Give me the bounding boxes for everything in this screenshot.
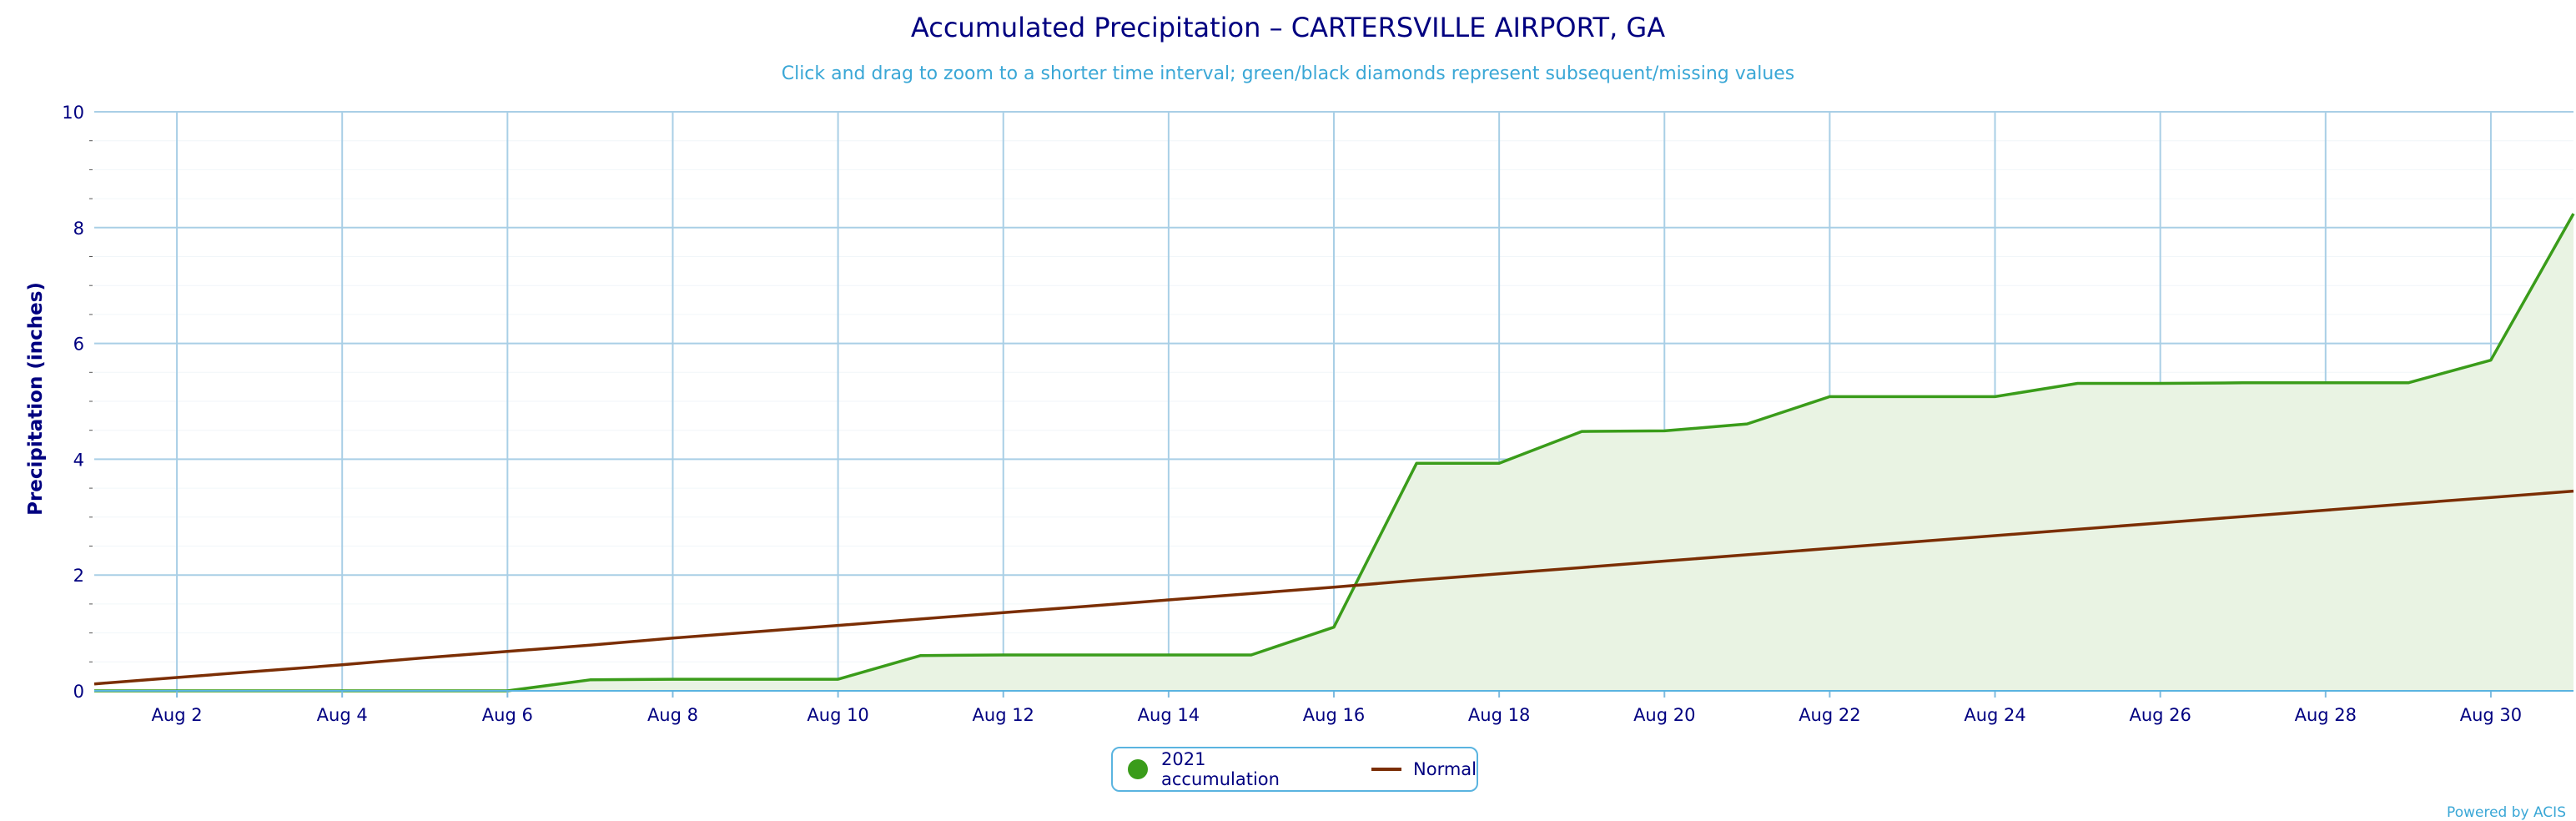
legend: 2021 accumulation Normal xyxy=(1111,747,1478,792)
x-tick-label: Aug 8 xyxy=(647,705,698,725)
y-tick-label: 8 xyxy=(73,219,84,239)
x-tick-label: Aug 16 xyxy=(1303,705,1365,725)
legend-label-accumulation: 2021 accumulation xyxy=(1160,749,1280,789)
credits-link[interactable]: Powered by ACIS xyxy=(2447,804,2566,821)
x-tick-label: Aug 26 xyxy=(2129,705,2191,725)
y-tick-label: 10 xyxy=(62,103,84,123)
axes: 0 2 4 6 8 10 Aug 2 Aug 4 Aug 6 Aug 8 Aug 10 Aug 12 A… xyxy=(62,103,2573,725)
x-tick-label: Aug 10 xyxy=(807,705,868,725)
x-tick-label: Aug 6 xyxy=(482,705,533,725)
y-tick-label: 2 xyxy=(73,566,84,586)
x-tick-label: Aug 12 xyxy=(973,705,1034,725)
x-tick-label: Aug 14 xyxy=(1138,705,1200,725)
legend-marker-accumulation xyxy=(1128,759,1148,779)
x-tick-label: Aug 22 xyxy=(1799,705,1860,725)
y-tick-label: 4 xyxy=(73,450,84,470)
chart-title: Accumulated Precipitation – CARTERSVILLE… xyxy=(910,12,1666,43)
x-tick-label: Aug 28 xyxy=(2295,705,2357,725)
y-tick-label: 0 xyxy=(73,682,84,702)
x-tick-label: Aug 20 xyxy=(1633,705,1695,725)
legend-label-normal: Normal xyxy=(1413,759,1477,779)
x-tick-label: Aug 30 xyxy=(2460,705,2522,725)
area-layer xyxy=(94,214,2573,692)
legend-marker-normal xyxy=(1371,768,1402,771)
series-area-accumulation xyxy=(94,214,2573,692)
legend-item-accumulation[interactable]: 2021 accumulation xyxy=(1128,749,1330,789)
x-tick-label: Aug 18 xyxy=(1468,705,1530,725)
x-tick-label: Aug 24 xyxy=(1964,705,2025,725)
x-tick-label: Aug 4 xyxy=(317,705,368,725)
legend-item-normal[interactable]: Normal xyxy=(1330,759,1477,779)
chart-subtitle: Click and drag to zoom to a shorter time… xyxy=(781,63,1795,84)
y-axis-title: Precipitation (inches) xyxy=(25,282,47,516)
x-tick-label: Aug 2 xyxy=(152,705,203,725)
y-tick-label: 6 xyxy=(73,335,84,355)
